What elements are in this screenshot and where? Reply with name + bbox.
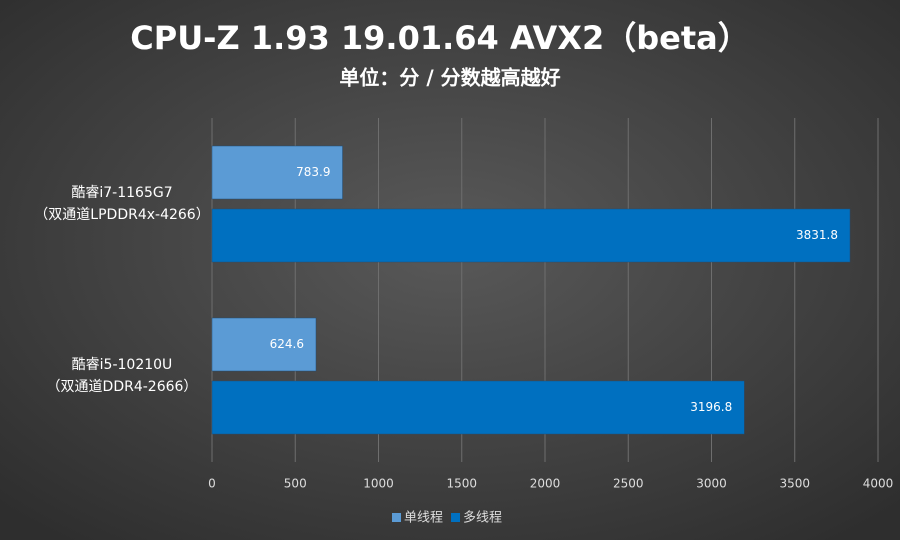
value-label: 624.6	[270, 337, 304, 351]
x-tick-label: 0	[208, 477, 216, 491]
y-tick-label: 酷睿i7-1165G7	[71, 185, 172, 201]
bar	[211, 317, 317, 372]
x-tick-label: 2500	[613, 477, 644, 491]
x-tick-label: 1000	[363, 477, 394, 491]
y-tick-label: （双通道LPDDR4x-4266）	[34, 207, 209, 223]
bar	[211, 145, 343, 200]
value-label: 3196.8	[690, 400, 732, 414]
value-label: 3831.8	[796, 228, 838, 242]
x-tick-label: 500	[284, 477, 307, 491]
chart-title: CPU-Z 1.93 19.01.64 AVX2（beta）	[130, 19, 750, 57]
bar	[211, 208, 851, 263]
bar	[211, 380, 745, 435]
y-tick-label: 酷睿i5-10210U	[72, 357, 173, 373]
legend-label: 单线程	[404, 511, 443, 526]
x-tick-label: 3000	[696, 477, 727, 491]
legend-swatch	[451, 513, 461, 522]
y-tick-label: （双通道DDR4-2666）	[47, 379, 198, 395]
x-tick-label: 3500	[779, 477, 810, 491]
legend-swatch	[392, 513, 401, 522]
legend-label: 多线程	[463, 510, 502, 526]
x-tick-label: 4000	[863, 477, 894, 491]
x-tick-label: 2000	[530, 477, 561, 491]
chart-subtitle: 单位：分 / 分数越高越好	[339, 66, 560, 90]
value-label: 783.9	[296, 165, 330, 179]
x-tick-label: 1500	[446, 477, 477, 491]
